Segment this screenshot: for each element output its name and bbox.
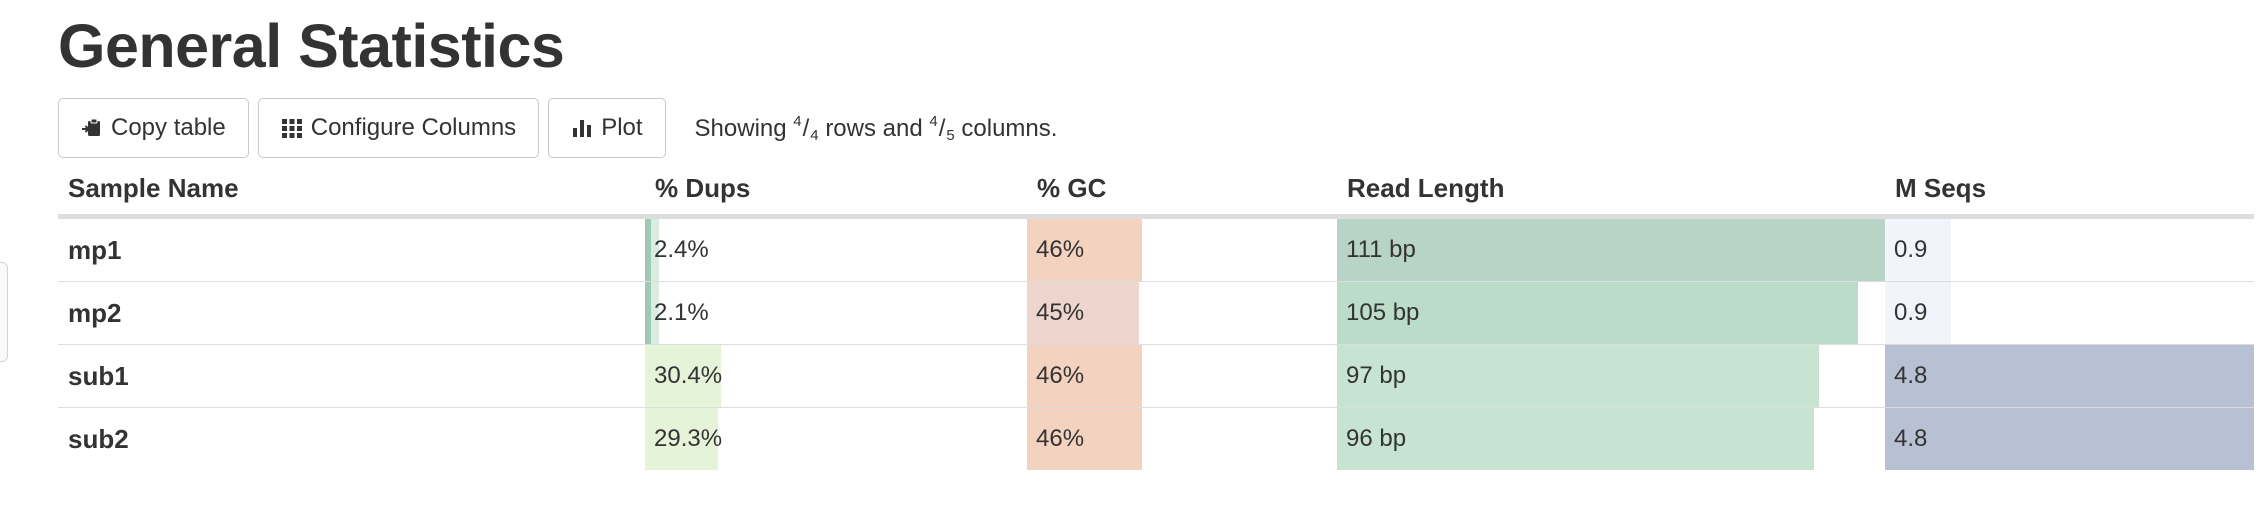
readlen-cell: 96 bp	[1337, 407, 1885, 470]
gc-value: 46%	[1036, 425, 1085, 452]
dups-bar	[645, 408, 718, 470]
readlen-cell: 105 bp	[1337, 281, 1885, 345]
dups-value: 30.4%	[654, 362, 723, 389]
readlen-bar	[1337, 219, 1885, 281]
readlen-value: 97 bp	[1346, 362, 1407, 389]
table-toolbar: Copy table Configure Columns Plo	[58, 98, 1057, 158]
cols-word: columns.	[961, 114, 1058, 142]
readlen-value: 111 bp	[1346, 236, 1416, 263]
mseqs-bar	[1885, 282, 1952, 344]
column-header-sample-name[interactable]: Sample Name	[58, 162, 645, 219]
plot-label: Plot	[601, 114, 643, 141]
gc-value: 46%	[1036, 362, 1085, 389]
dups-value: 29.3%	[654, 425, 723, 452]
showing-prefix: Showing	[694, 114, 787, 142]
mseqs-value: 0.9	[1894, 236, 1928, 263]
dups-value: 2.4%	[654, 236, 709, 263]
readlen-value: 96 bp	[1346, 425, 1407, 452]
sample-name-cell: mp2	[58, 281, 645, 345]
mseqs-bar	[1885, 408, 2254, 470]
dups-cell: 2.1%	[645, 281, 1027, 345]
bar-chart-icon	[573, 120, 592, 137]
dups-value: 2.1%	[654, 299, 709, 326]
sample-name-cell: sub2	[58, 407, 645, 470]
column-header-m-seqs[interactable]: M Seqs	[1885, 162, 2254, 219]
mseqs-value: 4.8	[1894, 362, 1928, 389]
dups-bar	[645, 282, 659, 344]
clipboard-icon	[82, 118, 100, 136]
table-row: sub2 29.3% 46% 96 bp 4.8	[58, 407, 2254, 470]
copy-table-label: Copy table	[111, 114, 226, 141]
rows-total: 4	[810, 126, 819, 144]
gc-bar	[1027, 282, 1139, 344]
readlen-value: 105 bp	[1346, 299, 1420, 326]
mseqs-cell: 0.9	[1885, 281, 2254, 345]
gc-value: 45%	[1036, 299, 1085, 326]
mseqs-cell: 4.8	[1885, 407, 2254, 470]
configure-columns-label: Configure Columns	[310, 114, 517, 141]
sample-name-cell: sub1	[58, 344, 645, 408]
plot-button[interactable]: Plot	[548, 98, 666, 158]
column-header-read-length[interactable]: Read Length	[1337, 162, 1885, 219]
dups-cell: 29.3%	[645, 407, 1027, 470]
readlen-cell: 111 bp	[1337, 216, 1885, 282]
mseqs-value: 0.9	[1894, 299, 1928, 326]
gc-bar	[1027, 219, 1142, 281]
mseqs-cell: 0.9	[1885, 216, 2254, 282]
cols-shown: 4	[929, 112, 938, 130]
rows-word: rows and	[825, 114, 923, 142]
gc-value: 46%	[1036, 236, 1085, 263]
gc-cell: 46%	[1027, 216, 1337, 282]
dups-cell: 30.4%	[645, 344, 1027, 408]
rows-fraction: 4/4	[793, 112, 819, 144]
cols-total: 5	[946, 126, 955, 144]
readlen-bar	[1337, 282, 1858, 344]
gc-bar	[1027, 345, 1142, 407]
copy-table-button[interactable]: Copy table	[58, 98, 249, 158]
gc-bar	[1027, 408, 1142, 470]
readlen-bar	[1337, 408, 1814, 470]
readlen-cell: 97 bp	[1337, 344, 1885, 408]
side-panel-tab[interactable]	[0, 262, 8, 362]
gc-cell: 45%	[1027, 281, 1337, 345]
gc-cell: 46%	[1027, 407, 1337, 470]
mseqs-value: 4.8	[1894, 425, 1928, 452]
mseqs-bar	[1885, 219, 1952, 281]
readlen-bar	[1337, 345, 1820, 407]
table-row: mp1 2.4% 46% 111 bp 0.9	[58, 216, 2254, 282]
sample-name-cell: mp1	[58, 216, 645, 282]
cols-fraction: 4/5	[929, 112, 955, 144]
mseqs-bar	[1885, 345, 2254, 407]
page-title: General Statistics	[58, 12, 565, 80]
general-stats-table: Sample Name % Dups % GC Read Length M Se…	[58, 162, 2254, 470]
dups-cell: 2.4%	[645, 216, 1027, 282]
showing-summary: Showing 4/4 rows and 4/5 columns.	[695, 113, 1058, 144]
dups-bar	[645, 345, 722, 407]
table-row: sub1 30.4% 46% 97 bp 4.8	[58, 344, 2254, 408]
column-header-dups[interactable]: % Dups	[645, 162, 1027, 219]
mseqs-cell: 4.8	[1885, 344, 2254, 408]
grid-icon	[281, 119, 302, 138]
column-header-gc[interactable]: % GC	[1027, 162, 1337, 219]
gc-cell: 46%	[1027, 344, 1337, 408]
table-body: mp1 2.4% 46% 111 bp 0.9 mp2 2.1% 45% 105 bp 0.9 su…	[58, 216, 2254, 470]
rows-shown: 4	[793, 112, 802, 130]
configure-columns-button[interactable]: Configure Columns	[257, 98, 540, 158]
dups-bar	[645, 219, 659, 281]
table-header-row: Sample Name % Dups % GC Read Length M Se…	[58, 162, 2254, 219]
table-row: mp2 2.1% 45% 105 bp 0.9	[58, 281, 2254, 345]
